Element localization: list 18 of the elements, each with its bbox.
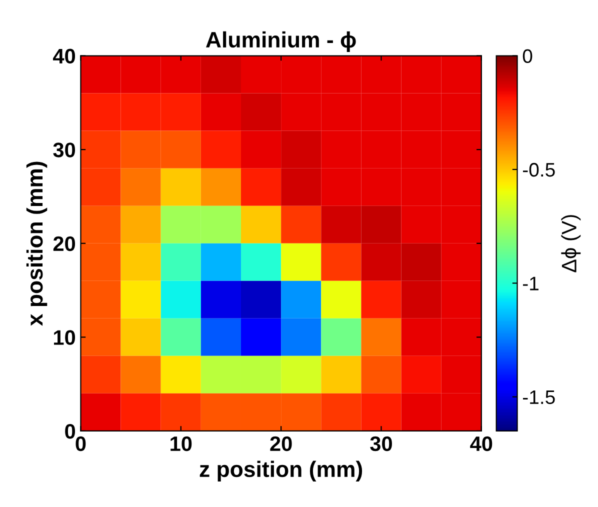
y-axis-title: x position (mm) xyxy=(26,162,48,326)
color-bar-label: -0.5 xyxy=(522,162,555,177)
x-axis-title: z position (mm) xyxy=(200,460,362,482)
y-tick-label: 30 xyxy=(53,142,76,158)
x-tick-label: 0 xyxy=(76,436,86,452)
color-bar-title: Δϕ (V) xyxy=(561,215,581,272)
chart-title: Aluminium - ϕ xyxy=(206,31,356,52)
y-tick-label: 10 xyxy=(54,330,76,345)
y-tick-label: 40 xyxy=(53,48,76,64)
color-bar-label: -1 xyxy=(522,276,538,290)
x-tick-label: 20 xyxy=(270,436,292,452)
color-bar-label: 0 xyxy=(522,49,532,64)
x-tick-label: 40 xyxy=(470,436,492,452)
y-tick-label: 0 xyxy=(65,424,76,439)
x-tick-label: 30 xyxy=(370,436,392,452)
color-bar-label: -1.5 xyxy=(522,390,555,404)
x-tick-label: 10 xyxy=(170,436,192,452)
y-tick-label: 20 xyxy=(53,236,76,252)
